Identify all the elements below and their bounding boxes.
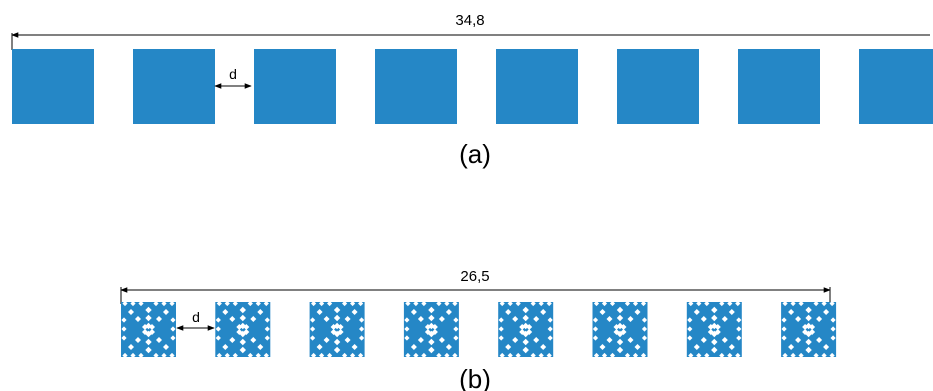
square-element [496,49,578,124]
array-b-caption: (b) [459,364,491,391]
fractal-element [781,300,837,359]
fractal-element [215,300,271,359]
square-element [133,49,215,124]
array-a-overall-length-label: 34,8 [455,12,484,29]
fractal-element [403,300,459,359]
square-element [859,49,933,124]
fractal-element [686,300,742,359]
square-element [254,49,336,124]
fractal-element [592,300,648,359]
array-a: 34,8 d (a) [11,12,933,169]
array-b: 26,5 d (b) [120,268,837,391]
fractal-element [121,300,176,359]
array-a-elements [12,49,933,124]
fractal-element [498,300,554,359]
array-b-elements [121,300,837,359]
square-element [12,49,94,124]
array-b-overall-length-label: 26,5 [460,268,489,285]
fractal-element [309,300,365,359]
array-a-caption: (a) [459,139,491,169]
square-element [738,49,820,124]
square-element [375,49,457,124]
array-a-gap-label: d [229,66,237,82]
square-element [617,49,699,124]
array-b-gap-label: d [192,309,200,325]
